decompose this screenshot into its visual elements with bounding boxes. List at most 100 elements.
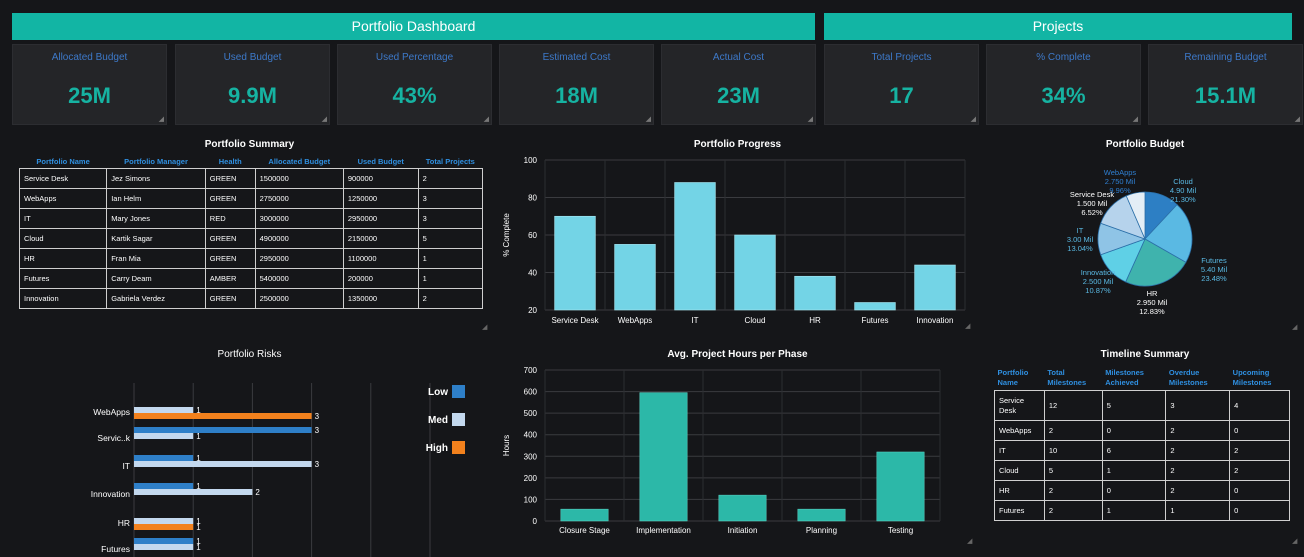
kpi-label: Allocated Budget (51, 52, 128, 63)
bar[interactable] (134, 489, 253, 495)
table-cell: Carry Deam (106, 268, 206, 289)
table-cell: Cloud (18, 228, 108, 249)
bar[interactable] (554, 215, 596, 311)
data-label: 2 (255, 488, 260, 497)
pie-slice[interactable] (1144, 204, 1193, 263)
table-cell: 1 (1101, 500, 1167, 521)
resize-handle-icon[interactable]: ◢ (967, 538, 973, 545)
column-header[interactable]: Allocated Budget (268, 157, 331, 166)
table-cell: 2 (1165, 480, 1231, 501)
resize-handle-icon[interactable]: ◢ (1132, 116, 1138, 123)
resize-handle-icon[interactable]: ◢ (965, 323, 971, 330)
y-tick-label: 0 (533, 517, 538, 526)
bar[interactable] (134, 433, 194, 439)
table-cell: 1250000 (342, 188, 419, 209)
bar[interactable] (674, 182, 716, 311)
avg-hours-title: Avg. Project Hours per Phase (667, 349, 808, 360)
column-header[interactable]: Health (218, 157, 242, 166)
resize-handle-icon[interactable]: ◢ (158, 116, 164, 123)
resize-handle-icon[interactable]: ◢ (1294, 116, 1300, 123)
pie-slice[interactable] (1125, 191, 1146, 240)
bar[interactable] (134, 483, 194, 489)
legend-swatch[interactable] (452, 385, 465, 398)
bar[interactable] (794, 275, 836, 311)
resize-handle-icon[interactable]: ◢ (807, 116, 813, 123)
bar[interactable] (797, 508, 846, 522)
table-row[interactable]: Innovation Gabriela Verdez GREEN 2500000 135… (18, 288, 484, 309)
table-row[interactable]: Service Desk Jez Simons GREEN 1500000 900000… (18, 168, 484, 189)
table-row[interactable]: Cloud 5 1 2 2 (994, 460, 1290, 481)
resize-handle-icon[interactable]: ◢ (645, 116, 651, 123)
table-row[interactable]: WebApps Ian Helm GREEN 2750000 1250000 3 (18, 188, 484, 209)
resize-handle-icon[interactable]: ◢ (321, 116, 327, 123)
column-header[interactable]: Overdue Milestones (1168, 368, 1208, 387)
table-cell: 2 (1043, 500, 1103, 521)
column-header[interactable]: Total Milestones (1047, 368, 1087, 387)
table-row[interactable]: Cloud Kartik Sagar GREEN 4900000 2150000 5 (18, 228, 484, 249)
bar[interactable] (560, 508, 609, 522)
column-header[interactable]: Portfolio Name (997, 368, 1029, 387)
bar[interactable] (134, 544, 194, 550)
table-row[interactable]: HR Fran Mia GREEN 2950000 1100000 1 (18, 248, 484, 269)
slice-name-label: Innovation (1081, 268, 1116, 277)
bar[interactable] (718, 494, 767, 522)
table-row[interactable]: Futures Carry Deam AMBER 5400000 200000 1 (18, 268, 484, 289)
bar[interactable] (134, 524, 194, 530)
column-header[interactable]: Upcoming Milestones (1232, 368, 1272, 387)
bar[interactable] (854, 302, 896, 311)
y-tick-label: 60 (528, 231, 537, 240)
x-tick-label: Cloud (745, 316, 766, 325)
bar[interactable] (914, 264, 956, 311)
category-label: Servic..k (97, 433, 130, 443)
bar[interactable] (134, 407, 194, 413)
bar[interactable] (134, 518, 194, 524)
resize-handle-icon[interactable]: ◢ (1292, 324, 1298, 331)
category-label: WebApps (93, 407, 130, 417)
bar[interactable] (134, 427, 312, 433)
pie-slice[interactable] (1125, 238, 1187, 287)
bar[interactable] (134, 538, 194, 544)
kpi-label: Used Budget (223, 52, 282, 63)
resize-handle-icon[interactable]: ◢ (482, 324, 488, 331)
resize-handle-icon[interactable]: ◢ (970, 116, 976, 123)
x-tick-label: WebApps (618, 316, 653, 325)
table-cell: GREEN (204, 188, 256, 209)
table-cell: Service Desk (18, 168, 108, 189)
table-cell: GREEN (204, 228, 256, 249)
bar[interactable] (614, 244, 656, 311)
resize-handle-icon[interactable]: ◢ (1292, 538, 1298, 545)
table-row[interactable]: WebApps 2 0 2 0 (994, 420, 1290, 441)
table-row[interactable]: IT 10 6 2 2 (994, 440, 1290, 461)
column-header[interactable]: Portfolio Name (36, 157, 90, 166)
y-tick-label: 100 (524, 495, 538, 504)
slice-percent-label: 10.87% (1085, 286, 1111, 295)
bar[interactable] (639, 392, 688, 522)
table-row[interactable]: IT Mary Jones RED 3000000 2950000 3 (18, 208, 484, 229)
table-cell: GREEN (204, 168, 256, 189)
table-cell: Fran Mia (106, 248, 206, 269)
slice-value-label: 5.40 Mil (1201, 265, 1228, 274)
column-header[interactable]: Total Projects (425, 157, 475, 166)
bar[interactable] (134, 461, 312, 467)
bar[interactable] (876, 451, 925, 522)
column-header[interactable]: Used Budget (357, 157, 404, 166)
table-row[interactable]: Futures 2 1 1 0 (994, 500, 1290, 521)
bar[interactable] (134, 455, 194, 461)
column-header[interactable]: Portfolio Manager (124, 157, 188, 166)
data-label: 1 (196, 482, 201, 491)
table-row[interactable]: HR 2 0 2 0 (994, 480, 1290, 501)
resize-handle-icon[interactable]: ◢ (483, 116, 489, 123)
legend-swatch[interactable] (452, 441, 465, 454)
bar[interactable] (734, 234, 776, 311)
legend-swatch[interactable] (452, 413, 465, 426)
data-label: 1 (196, 543, 201, 552)
table-cell: 5 (417, 228, 484, 249)
x-tick-label: Initiation (728, 526, 758, 535)
table-row[interactable]: Service Desk 12 5 3 4 (994, 390, 1290, 421)
table-cell: 2950000 (342, 208, 419, 229)
portfolio-progress-chart: 20 40 60 80 100 Service Desk WebApps IT Cloud HR F… (502, 156, 971, 330)
table-cell: WebApps (18, 188, 108, 209)
table-cell: Mary Jones (106, 208, 206, 229)
bar[interactable] (134, 413, 312, 419)
column-header[interactable]: Milestones Achieved (1105, 368, 1144, 387)
